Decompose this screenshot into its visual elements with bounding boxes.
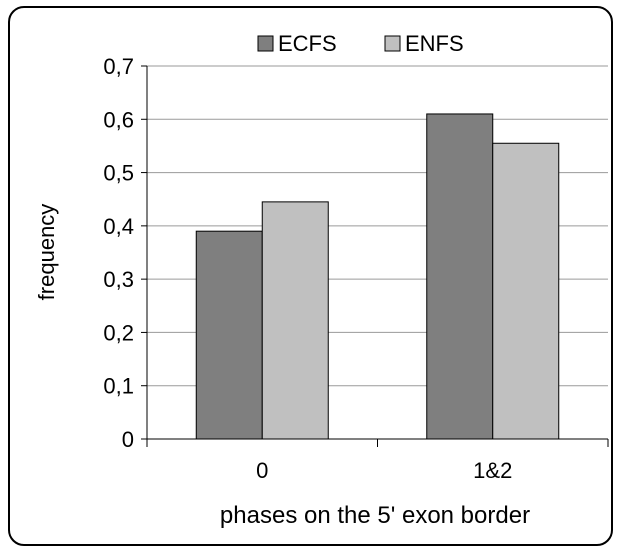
bar-ecfs-0 bbox=[195, 230, 263, 440]
x-axis: 0 1&2 bbox=[146, 438, 609, 483]
legend-swatch-enfs bbox=[384, 35, 401, 52]
y-tick-label: 0,6 bbox=[103, 107, 134, 132]
x-tick-label: 0 bbox=[256, 458, 268, 483]
bar-enfs-1 bbox=[492, 142, 560, 440]
bar-ecfs-1 bbox=[426, 113, 494, 440]
y-tick-label: 0,5 bbox=[103, 161, 134, 186]
bars bbox=[195, 113, 560, 440]
x-tick-label: 1&2 bbox=[473, 458, 512, 483]
y-tick-label: 0,1 bbox=[103, 374, 134, 399]
legend: ECFS ENFS bbox=[257, 31, 464, 56]
bar-chart: 0 0,1 0,2 0,3 0,4 0,5 0,6 0,7 0 1&2 ECFS ENFS fre… bbox=[34, 31, 609, 529]
y-tick-label: 0,2 bbox=[103, 320, 134, 345]
y-axis: 0 0,1 0,2 0,3 0,4 0,5 0,6 0,7 bbox=[103, 54, 148, 452]
y-tick-label: 0,7 bbox=[103, 54, 134, 79]
y-axis-label: frequency bbox=[34, 204, 59, 301]
y-tick-label: 0 bbox=[122, 427, 134, 452]
x-axis-label: phases on the 5' exon border bbox=[220, 502, 530, 529]
y-tick-label: 0,4 bbox=[103, 214, 134, 239]
bar-enfs-0 bbox=[261, 201, 329, 440]
legend-swatch-ecfs bbox=[257, 35, 274, 52]
legend-label-ecfs: ECFS bbox=[278, 31, 337, 56]
y-tick-label: 0,3 bbox=[103, 267, 134, 292]
legend-label-enfs: ENFS bbox=[405, 31, 464, 56]
